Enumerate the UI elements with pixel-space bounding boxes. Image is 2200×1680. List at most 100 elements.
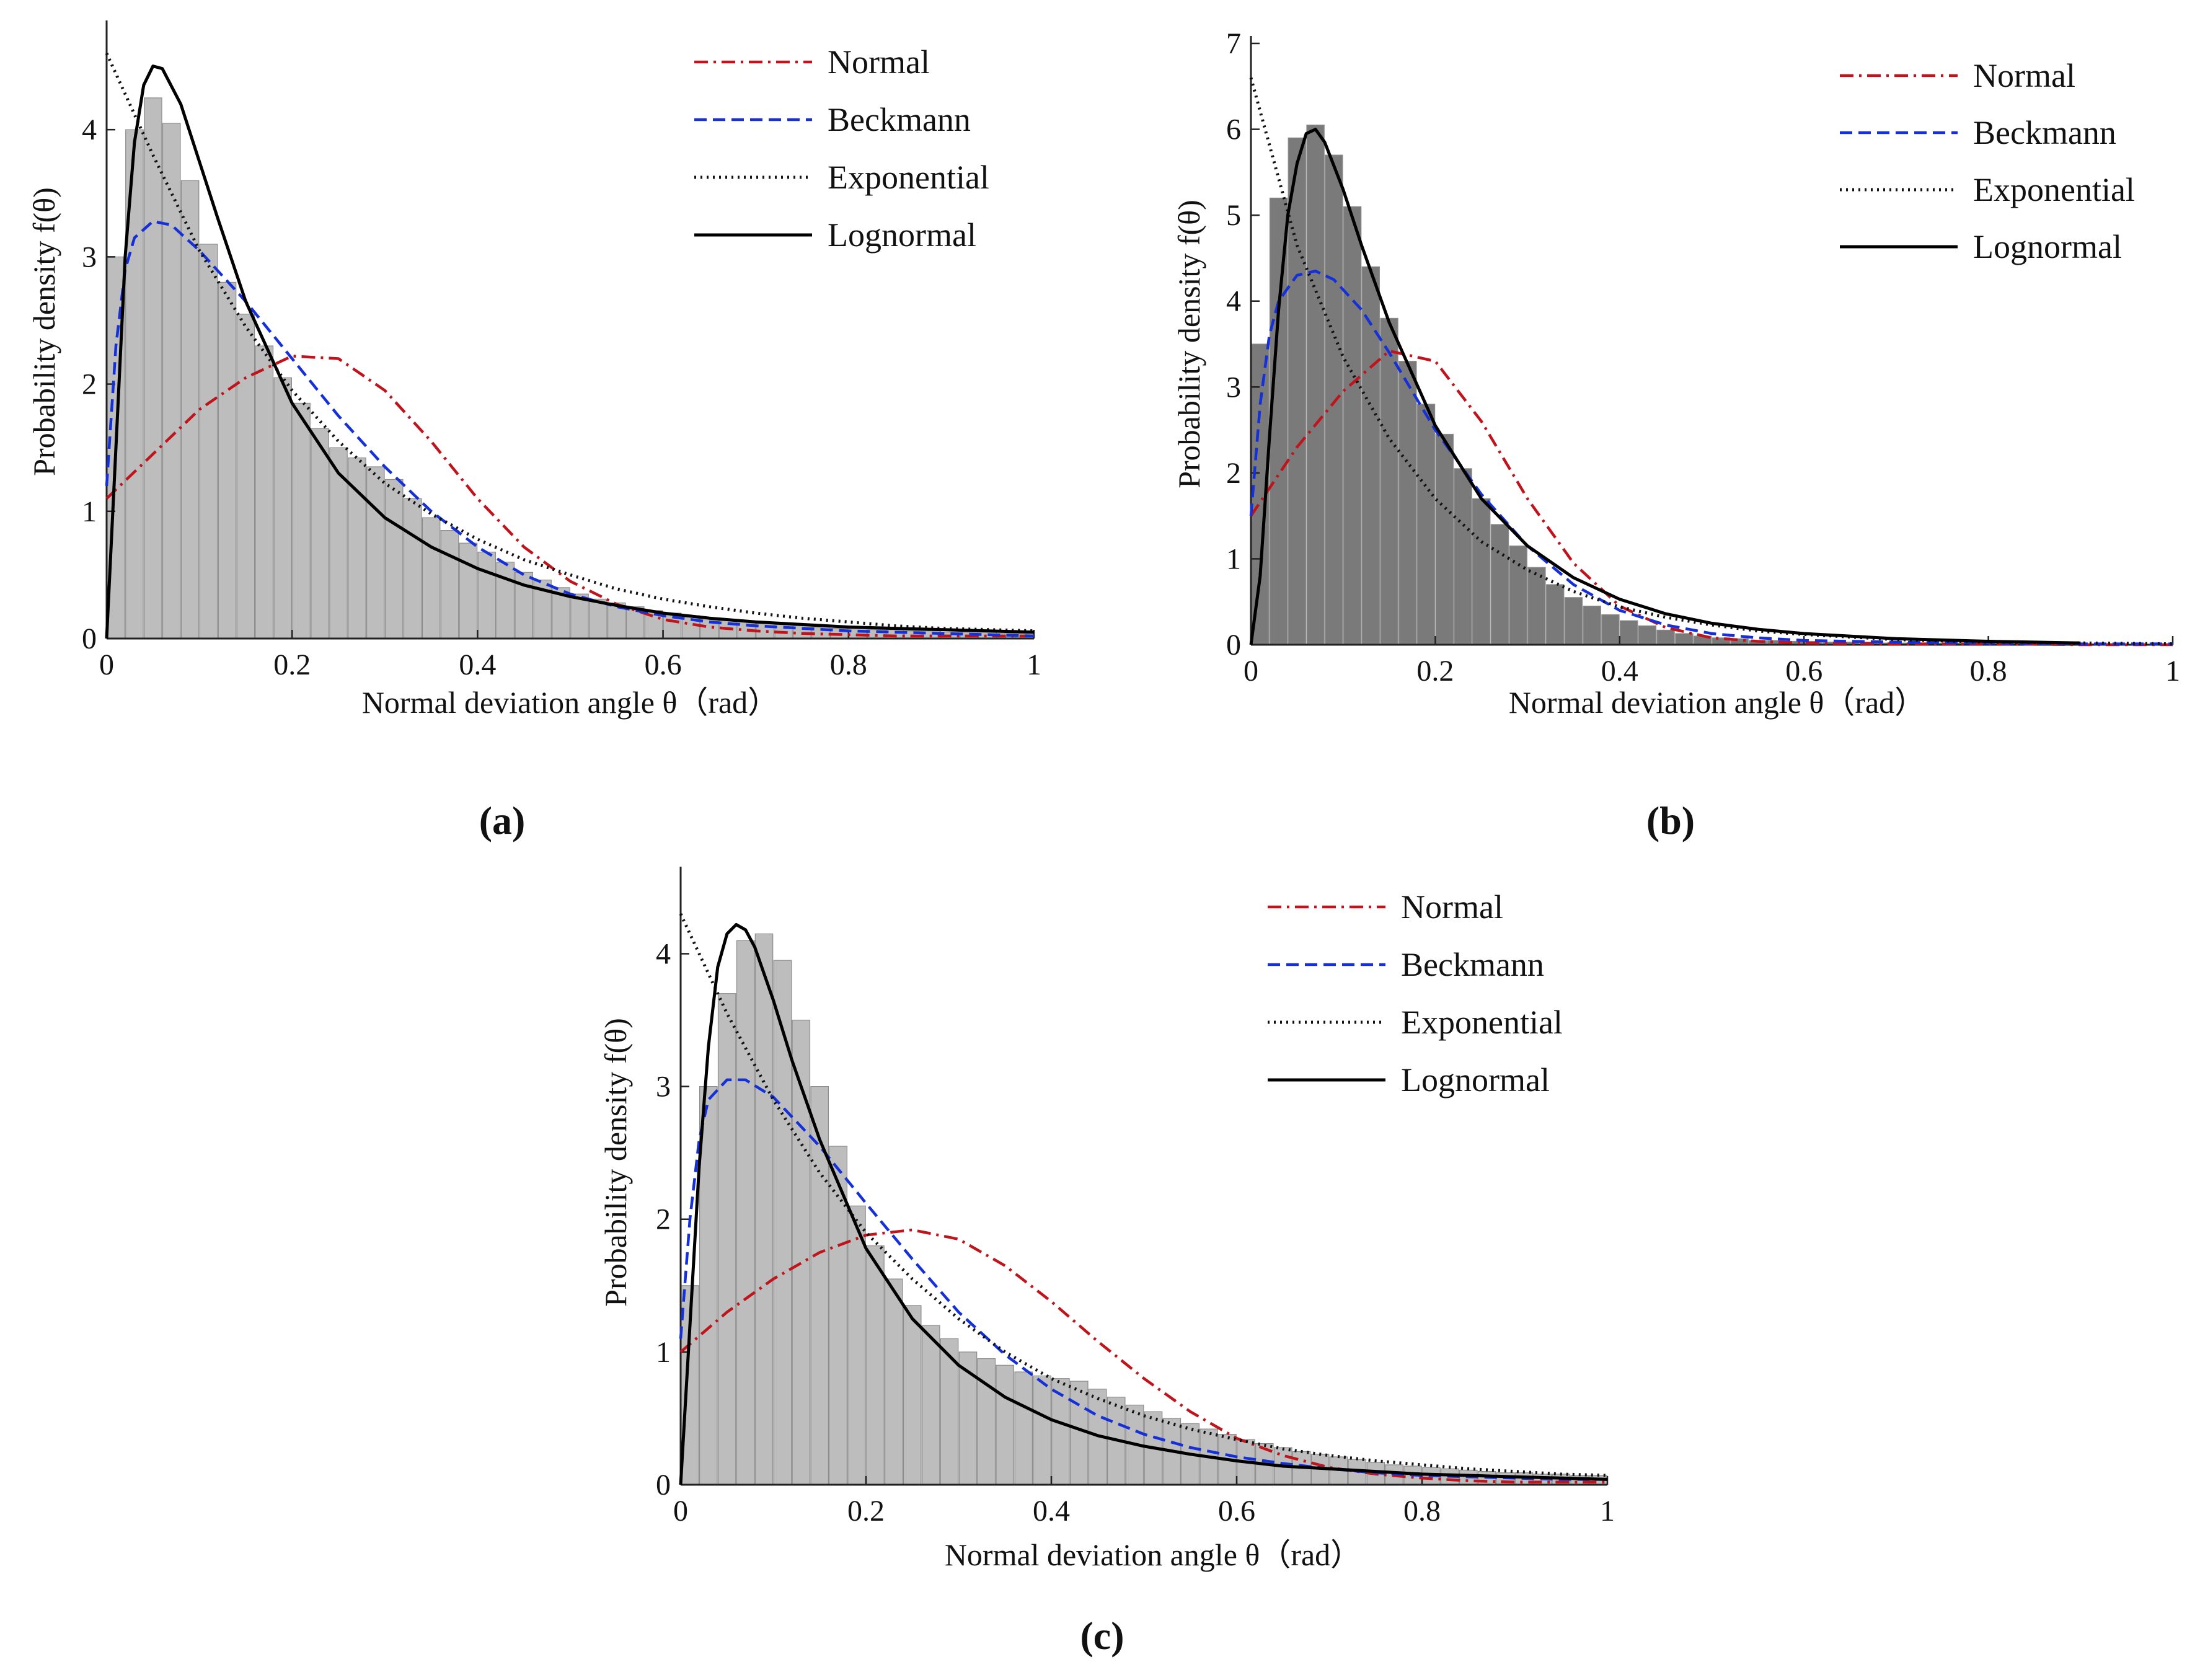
series-line-beckmann <box>105 219 1035 638</box>
histogram-bar <box>977 1358 996 1485</box>
series-line-exponential <box>679 913 1608 1477</box>
y-axis-label-b: Probability density f(θ) <box>1172 200 1206 489</box>
histogram-bar <box>144 97 162 639</box>
series-line-normal <box>1250 349 2173 647</box>
histogram-bar <box>717 993 736 1485</box>
legend-label-lognormal: Lognormal <box>1973 228 2122 265</box>
panel-caption-c: (c) <box>1080 1614 1124 1658</box>
histogram-bar <box>1343 206 1362 645</box>
histogram-bar <box>496 562 515 639</box>
histogram-bar <box>1583 605 1601 645</box>
histogram-bar <box>1051 1378 1070 1485</box>
x-tick-label: 0.8 <box>1970 655 2007 687</box>
y-tick-label: 4 <box>656 937 671 970</box>
histogram-bar <box>1656 629 1675 645</box>
x-tick-label: 0 <box>1244 655 1258 687</box>
x-tick-label: 0.6 <box>1785 655 1822 687</box>
histogram-bar <box>1509 545 1527 645</box>
histogram-bar <box>1454 468 1472 645</box>
histogram-bar <box>162 123 181 639</box>
histogram-bar <box>1361 266 1380 645</box>
histogram-bar <box>273 377 292 639</box>
series-line-normal <box>105 355 1034 638</box>
histogram-bar <box>440 529 459 639</box>
histogram-bar <box>1435 433 1454 645</box>
histogram-bar <box>1472 498 1491 645</box>
histogram-bar <box>884 1278 903 1485</box>
x-axis-label-b: Normal deviation angle θ（rad） <box>1509 685 1925 720</box>
histogram-bar <box>366 466 385 639</box>
panel-caption-a: (a) <box>479 798 526 842</box>
x-tick-label: 0.6 <box>645 648 682 681</box>
histogram-bar <box>236 314 255 639</box>
histogram-bar <box>1527 567 1546 645</box>
histogram-bar <box>1288 137 1306 645</box>
histogram-bar <box>180 180 200 639</box>
y-tick-label: 4 <box>82 113 97 146</box>
y-tick-label: 0 <box>1226 629 1241 661</box>
y-tick-label: 1 <box>82 495 97 528</box>
histogram-bar <box>292 402 311 639</box>
histogram-bar <box>829 1146 847 1485</box>
x-tick-label: 0.6 <box>1218 1495 1255 1527</box>
y-tick-label: 4 <box>1226 285 1241 318</box>
y-tick-label: 3 <box>82 241 97 273</box>
y-axis-label-a: Probability density f(θ) <box>27 187 61 476</box>
legend-label-exponential: Exponential <box>1973 171 2135 208</box>
x-tick-label: 0 <box>99 648 114 681</box>
x-axis-label-c: Normal deviation angle θ（rad） <box>945 1537 1361 1572</box>
histogram-bar <box>477 551 497 639</box>
histogram-bar <box>1269 197 1288 645</box>
histogram-bar <box>589 598 607 639</box>
x-tick-label: 0.2 <box>273 648 311 681</box>
y-tick-label: 5 <box>1226 199 1241 232</box>
histogram-bar <box>1014 1371 1033 1485</box>
histogram-bar <box>810 1085 829 1485</box>
histogram-bar <box>792 1019 811 1485</box>
chart-panel-b: (b) Normal deviation angle θ（rad） Probab… <box>1172 27 2180 842</box>
legend-label-beckmann: Beckmann <box>1973 114 2116 151</box>
histogram-bar <box>847 1205 866 1485</box>
histogram-bar <box>1675 633 1694 645</box>
histogram-bar <box>866 1245 885 1485</box>
histogram-bar <box>1380 317 1398 645</box>
y-tick-label: 1 <box>656 1336 671 1369</box>
histogram-bar <box>903 1305 922 1485</box>
x-tick-label: 0.2 <box>1416 655 1454 687</box>
series-line-lognormal <box>679 922 1608 1485</box>
histogram-bar <box>1601 614 1620 645</box>
histogram-bar <box>218 281 237 639</box>
histogram-bar <box>1398 361 1417 645</box>
y-axis-label-c: Probability density f(θ) <box>598 1018 633 1307</box>
legend-label-lognormal: Lognormal <box>828 216 976 254</box>
y-tick-label: 6 <box>1226 113 1241 146</box>
legend-label-beckmann: Beckmann <box>1401 946 1544 983</box>
histogram-bar <box>1325 154 1343 645</box>
y-tick-label: 0 <box>82 622 97 655</box>
histogram-bar <box>1306 125 1325 645</box>
y-tick-label: 7 <box>1226 27 1241 60</box>
histogram-bar <box>699 1085 718 1485</box>
x-tick-label: 0.8 <box>1403 1495 1441 1527</box>
histogram-bar <box>1638 625 1657 645</box>
legend-label-beckmann: Beckmann <box>828 101 971 138</box>
series-line-normal <box>679 1228 1607 1483</box>
legend-label-exponential: Exponential <box>1401 1004 1563 1041</box>
y-tick-label: 3 <box>1226 371 1241 404</box>
legend-label-normal: Normal <box>828 43 930 81</box>
histogram-bar <box>1033 1375 1051 1485</box>
x-tick-label: 0.2 <box>847 1495 885 1527</box>
x-tick-label: 0 <box>673 1495 688 1527</box>
x-tick-label: 0.4 <box>459 648 496 681</box>
histogram-bar <box>403 498 422 639</box>
histogram-bar <box>996 1364 1014 1485</box>
histogram-bar <box>199 244 218 639</box>
chart-panel-a: (a) Normal deviation angle θ（rad） Probab… <box>27 20 1041 842</box>
x-tick-label: 1 <box>1027 648 1041 681</box>
histogram-bar <box>1490 524 1509 645</box>
histogram-bar <box>1564 597 1583 645</box>
x-tick-label: 1 <box>1600 1495 1615 1527</box>
y-tick-label: 0 <box>656 1469 671 1501</box>
histogram-bar <box>384 479 404 639</box>
